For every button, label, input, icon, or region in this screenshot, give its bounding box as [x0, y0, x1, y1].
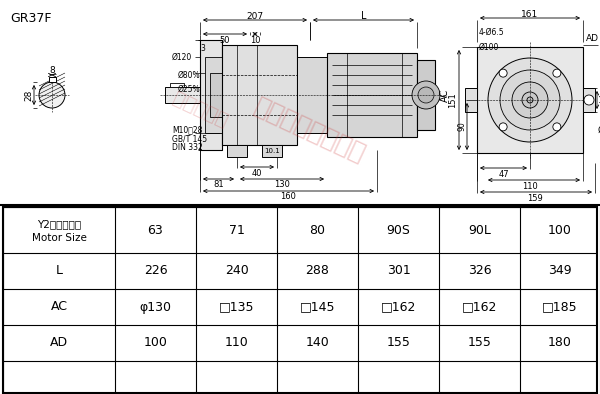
Text: 18: 18 — [598, 95, 600, 104]
Text: 207: 207 — [247, 11, 263, 20]
Bar — [417, 60, 435, 130]
Text: 226: 226 — [143, 264, 167, 277]
Text: 301: 301 — [386, 264, 410, 277]
Bar — [3, 207, 597, 393]
Text: 100: 100 — [548, 223, 572, 236]
Text: 151: 151 — [449, 92, 458, 108]
Circle shape — [584, 95, 594, 105]
Bar — [49, 77, 56, 82]
Bar — [583, 88, 595, 112]
Text: 40: 40 — [252, 169, 262, 178]
Text: 90S: 90S — [386, 223, 410, 236]
Text: 10: 10 — [250, 35, 260, 45]
Text: 326: 326 — [467, 264, 491, 277]
Text: 130: 130 — [274, 180, 290, 188]
Text: Ø120: Ø120 — [172, 52, 192, 61]
Text: 100: 100 — [143, 336, 167, 349]
Text: Ø25%: Ø25% — [178, 84, 200, 93]
Text: 63: 63 — [148, 223, 163, 236]
Bar — [297, 57, 327, 133]
Text: 180: 180 — [548, 336, 572, 349]
Text: Ø80%: Ø80% — [178, 71, 200, 80]
Bar — [210, 73, 227, 117]
Text: φ130: φ130 — [139, 301, 172, 314]
Text: 深圳市宝马特传动: 深圳市宝马特传动 — [251, 94, 370, 166]
Text: 90L: 90L — [468, 223, 491, 236]
Circle shape — [500, 70, 560, 130]
Text: Ø9: Ø9 — [598, 126, 600, 134]
Text: 50: 50 — [220, 35, 230, 45]
Text: 110: 110 — [522, 182, 538, 191]
Circle shape — [499, 123, 507, 131]
Bar — [465, 88, 477, 112]
Text: □145: □145 — [300, 301, 335, 314]
Circle shape — [499, 69, 507, 77]
Bar — [327, 53, 417, 137]
Circle shape — [553, 123, 561, 131]
Text: □185: □185 — [542, 301, 578, 314]
Text: 155: 155 — [386, 336, 410, 349]
Circle shape — [412, 81, 440, 109]
Text: 28: 28 — [25, 89, 34, 101]
Circle shape — [553, 69, 561, 77]
Text: 288: 288 — [305, 264, 329, 277]
Text: GB/T 145: GB/T 145 — [172, 134, 207, 143]
Circle shape — [418, 87, 434, 103]
Text: 349: 349 — [548, 264, 572, 277]
Text: □162: □162 — [381, 301, 416, 314]
Bar — [205, 57, 224, 133]
Text: 160: 160 — [281, 191, 296, 201]
Text: L: L — [361, 11, 366, 21]
Text: 47: 47 — [498, 169, 509, 178]
Text: 81: 81 — [213, 180, 224, 188]
Text: AC: AC — [50, 301, 67, 314]
Text: AD: AD — [586, 33, 599, 43]
Text: L: L — [56, 264, 62, 277]
Text: 宝马特传动: 宝马特传动 — [169, 89, 230, 131]
Text: 4-Ø6.5: 4-Ø6.5 — [479, 28, 505, 37]
Text: 8: 8 — [49, 65, 55, 74]
Text: Motor Size: Motor Size — [32, 233, 86, 243]
Bar — [222, 45, 297, 145]
Bar — [477, 47, 583, 153]
Bar — [227, 145, 247, 157]
Text: 90: 90 — [458, 122, 467, 131]
Text: 3: 3 — [200, 43, 205, 52]
Circle shape — [522, 92, 538, 108]
Text: 159: 159 — [527, 193, 543, 203]
Circle shape — [488, 58, 572, 142]
Text: DIN 332: DIN 332 — [172, 143, 203, 152]
Text: 140: 140 — [305, 336, 329, 349]
Text: 110: 110 — [224, 336, 248, 349]
Circle shape — [512, 82, 548, 118]
Text: 155: 155 — [467, 336, 491, 349]
Text: 240: 240 — [224, 264, 248, 277]
Text: 80: 80 — [310, 223, 325, 236]
Text: □135: □135 — [219, 301, 254, 314]
Bar — [165, 87, 200, 103]
Circle shape — [39, 82, 65, 108]
Text: 10.1: 10.1 — [264, 148, 280, 154]
Text: Y2电机机座号: Y2电机机座号 — [37, 219, 81, 229]
Text: □162: □162 — [462, 301, 497, 314]
Bar — [262, 145, 282, 157]
Bar — [200, 40, 222, 150]
Text: 161: 161 — [521, 9, 539, 19]
Bar — [170, 83, 184, 87]
Text: AD: AD — [50, 336, 68, 349]
Text: GR37F: GR37F — [10, 12, 52, 25]
Text: M10深28: M10深28 — [172, 126, 202, 134]
Text: AC: AC — [440, 88, 450, 102]
Text: 71: 71 — [229, 223, 244, 236]
Text: Ø100: Ø100 — [479, 43, 499, 52]
Circle shape — [527, 97, 533, 103]
